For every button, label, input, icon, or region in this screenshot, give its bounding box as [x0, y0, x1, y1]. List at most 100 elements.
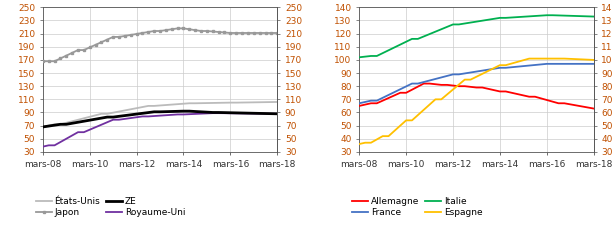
Royaume-Uni [121, 117, 129, 120]
Espagne [455, 83, 463, 86]
ZE [151, 110, 158, 113]
États-Unis [174, 103, 181, 106]
Royaume-Uni [233, 112, 240, 115]
Japon [256, 32, 263, 35]
Royaume-Uni [267, 112, 275, 115]
France [508, 66, 515, 69]
Japon [156, 30, 163, 33]
Espagne [420, 108, 427, 111]
États-Unis [115, 110, 122, 113]
Allemagne [356, 104, 363, 107]
États-Unis [215, 101, 222, 104]
ZE [239, 111, 246, 114]
Italie [420, 35, 427, 38]
ZE [256, 112, 263, 115]
France [473, 70, 480, 73]
Allemagne [367, 102, 375, 105]
ZE [127, 113, 135, 116]
ZE [250, 112, 258, 115]
Royaume-Uni [203, 112, 211, 115]
Royaume-Uni [86, 128, 94, 131]
Royaume-Uni [69, 134, 76, 137]
Italie [449, 23, 457, 26]
Italie [379, 52, 386, 55]
Allemagne [555, 102, 562, 105]
Espagne [356, 143, 363, 146]
Allemagne [467, 85, 474, 88]
États-Unis [80, 117, 88, 120]
ZE [98, 117, 105, 120]
Espagne [414, 114, 422, 117]
Espagne [449, 88, 457, 91]
ZE [267, 112, 275, 115]
États-Unis [180, 102, 187, 105]
Allemagne [561, 102, 568, 105]
Japon [239, 32, 246, 35]
Allemagne [590, 107, 597, 110]
États-Unis [192, 102, 199, 105]
Espagne [473, 75, 480, 78]
Allemagne [420, 82, 427, 85]
États-Unis [98, 112, 105, 115]
États-Unis [51, 123, 58, 126]
Allemagne [438, 83, 445, 86]
Royaume-Uni [198, 112, 205, 115]
Allemagne [449, 84, 457, 87]
Italie [543, 14, 550, 17]
Espagne [367, 141, 375, 144]
Italie [461, 22, 468, 25]
Royaume-Uni [144, 115, 152, 118]
États-Unis [151, 104, 158, 107]
France [531, 63, 539, 66]
France [431, 77, 439, 80]
ZE [80, 120, 88, 123]
Japon [98, 41, 105, 44]
Italie [403, 40, 410, 43]
France [356, 102, 363, 105]
Royaume-Uni [174, 113, 181, 116]
États-Unis [267, 101, 275, 104]
Allemagne [379, 99, 386, 102]
Italie [520, 15, 527, 18]
Italie [390, 46, 398, 49]
Japon [51, 60, 58, 63]
Allemagne [431, 83, 439, 86]
Italie [578, 15, 586, 18]
Japon [121, 35, 129, 37]
ZE [139, 112, 146, 115]
Japon [69, 51, 76, 54]
Italie [526, 15, 533, 18]
ZE [226, 111, 234, 114]
France [572, 62, 580, 65]
Allemagne [397, 91, 404, 94]
France [390, 91, 398, 94]
États-Unis [39, 125, 47, 128]
Italie [438, 28, 445, 31]
ZE [162, 110, 170, 113]
États-Unis [86, 115, 94, 118]
France [485, 68, 492, 71]
Japon [233, 32, 240, 35]
Allemagne [508, 91, 515, 94]
Line: Italie: Italie [359, 15, 594, 57]
Allemagne [496, 90, 504, 93]
Italie [467, 21, 474, 24]
France [578, 62, 586, 65]
France [555, 62, 562, 65]
Espagne [537, 57, 545, 60]
ZE [233, 111, 240, 114]
Royaume-Uni [226, 112, 234, 115]
États-Unis [185, 102, 193, 105]
Espagne [502, 64, 509, 67]
France [526, 64, 533, 67]
Japon [86, 46, 94, 49]
Japon [151, 30, 158, 33]
France [490, 67, 498, 70]
Japon [192, 29, 199, 32]
Allemagne [543, 98, 550, 101]
ZE [121, 114, 129, 117]
Royaume-Uni [221, 112, 228, 115]
Espagne [543, 57, 550, 60]
Royaume-Uni [127, 117, 135, 120]
Japon [115, 36, 122, 38]
